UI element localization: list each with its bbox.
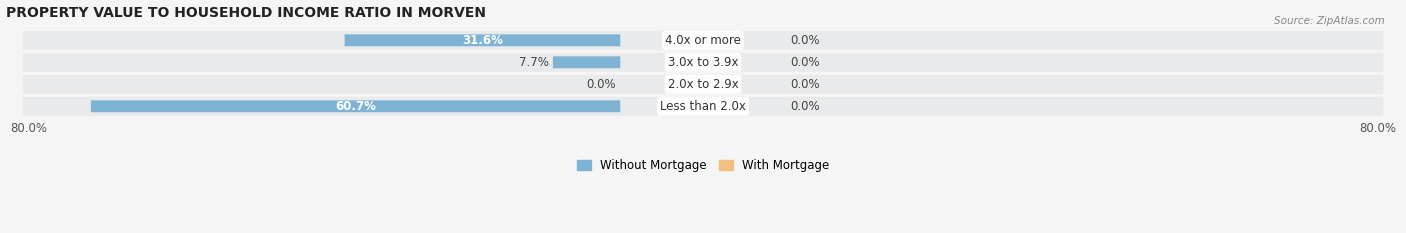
Text: 0.0%: 0.0% bbox=[790, 34, 820, 47]
FancyBboxPatch shape bbox=[344, 34, 620, 46]
Text: 2.0x to 2.9x: 2.0x to 2.9x bbox=[668, 78, 738, 91]
FancyBboxPatch shape bbox=[553, 56, 620, 68]
Text: 3.0x to 3.9x: 3.0x to 3.9x bbox=[668, 56, 738, 69]
Text: Source: ZipAtlas.com: Source: ZipAtlas.com bbox=[1274, 16, 1385, 26]
FancyBboxPatch shape bbox=[22, 53, 1384, 72]
Text: 60.7%: 60.7% bbox=[335, 100, 375, 113]
Text: 0.0%: 0.0% bbox=[586, 78, 616, 91]
FancyBboxPatch shape bbox=[22, 31, 1384, 50]
FancyBboxPatch shape bbox=[22, 75, 1384, 94]
Text: Less than 2.0x: Less than 2.0x bbox=[659, 100, 747, 113]
Legend: Without Mortgage, With Mortgage: Without Mortgage, With Mortgage bbox=[572, 154, 834, 176]
FancyBboxPatch shape bbox=[22, 97, 1384, 116]
Text: 0.0%: 0.0% bbox=[790, 78, 820, 91]
Text: PROPERTY VALUE TO HOUSEHOLD INCOME RATIO IN MORVEN: PROPERTY VALUE TO HOUSEHOLD INCOME RATIO… bbox=[6, 6, 485, 20]
FancyBboxPatch shape bbox=[91, 100, 620, 112]
Text: 0.0%: 0.0% bbox=[790, 56, 820, 69]
Text: 80.0%: 80.0% bbox=[10, 122, 46, 135]
Text: 0.0%: 0.0% bbox=[790, 100, 820, 113]
Text: 80.0%: 80.0% bbox=[1360, 122, 1396, 135]
Text: 7.7%: 7.7% bbox=[519, 56, 548, 69]
Text: 4.0x or more: 4.0x or more bbox=[665, 34, 741, 47]
Text: 31.6%: 31.6% bbox=[463, 34, 503, 47]
